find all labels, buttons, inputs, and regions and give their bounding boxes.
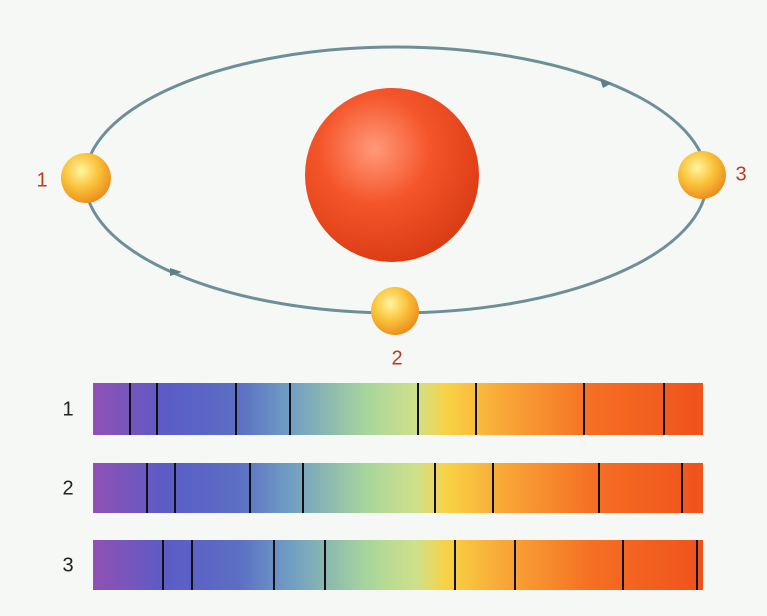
planet <box>678 151 726 199</box>
spectrum-label: 1 <box>62 398 73 420</box>
position-label: 2 <box>391 347 402 369</box>
planet <box>371 287 419 335</box>
spectrum <box>93 540 703 590</box>
diagram: 1 2 3 1 2 3 <box>0 0 767 616</box>
position-label: 1 <box>36 169 47 191</box>
star <box>305 88 479 262</box>
spectrum <box>93 463 703 513</box>
spectrum-label: 3 <box>62 554 73 576</box>
position-label: 3 <box>735 163 746 185</box>
spectrum-label: 2 <box>62 477 73 499</box>
planet <box>61 153 111 203</box>
spectrum <box>93 383 703 435</box>
